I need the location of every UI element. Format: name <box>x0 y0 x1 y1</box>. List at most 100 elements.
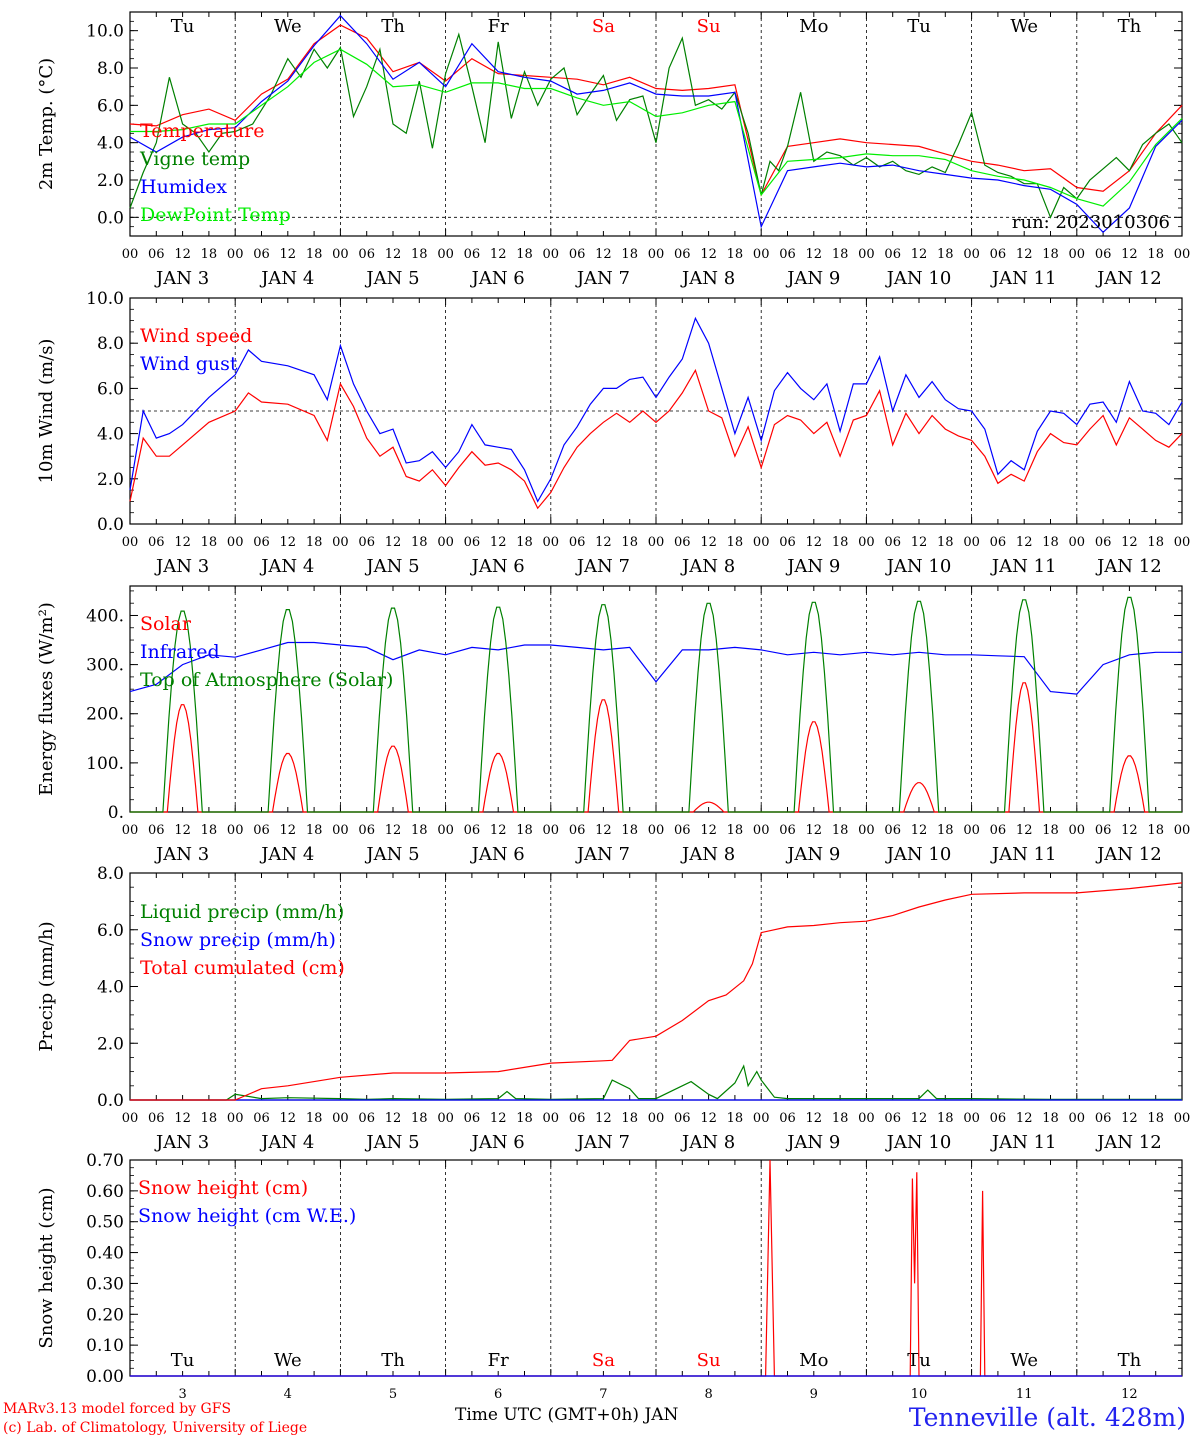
hour-tick-label: 06 <box>674 247 691 262</box>
y-tick-label: 0.0 <box>97 1091 124 1111</box>
hour-tick-label: 00 <box>858 535 875 550</box>
hour-tick-label: 06 <box>148 823 165 838</box>
hour-tick-label: 12 <box>1016 823 1033 838</box>
date-label: JAN 5 <box>364 844 419 865</box>
hour-tick-label: 06 <box>148 1111 165 1126</box>
date-label: JAN 3 <box>154 1132 209 1153</box>
hour-tick-label: 06 <box>253 1111 270 1126</box>
series-line-2 <box>129 316 1183 503</box>
hour-tick-label: 18 <box>1147 247 1164 262</box>
hour-tick-label: 12 <box>806 247 823 262</box>
y-tick-label: 2.0 <box>97 470 124 490</box>
hour-tick-label: 00 <box>963 1111 980 1126</box>
date-label: JAN 6 <box>470 268 525 289</box>
hour-tick-label: 00 <box>437 535 454 550</box>
series-line-3 <box>130 882 1183 1101</box>
weekday-label: Tu <box>171 16 195 37</box>
hour-tick-label: 12 <box>1121 247 1138 262</box>
hour-tick-label: 18 <box>1042 823 1059 838</box>
date-label: JAN 12 <box>1095 844 1162 865</box>
hour-tick-label: 00 <box>332 535 349 550</box>
hour-tick-label: 06 <box>253 247 270 262</box>
hour-tick-label: 00 <box>753 535 770 550</box>
hour-tick-label: 00 <box>332 1111 349 1126</box>
date-label: JAN 4 <box>259 1132 314 1153</box>
day-number-label: 4 <box>284 1387 292 1402</box>
day-number-label: 11 <box>1016 1387 1033 1402</box>
hour-tick-label: 00 <box>543 535 560 550</box>
hour-tick-label: 00 <box>753 823 770 838</box>
hour-tick-label: 00 <box>437 247 454 262</box>
hour-tick-label: 12 <box>280 535 297 550</box>
y-tick-label: 0.50 <box>86 1213 124 1233</box>
hour-tick-label: 12 <box>174 247 191 262</box>
hour-tick-label: 18 <box>832 247 849 262</box>
hour-tick-label: 18 <box>1147 535 1164 550</box>
hour-tick-label: 18 <box>1042 247 1059 262</box>
day-number-label: 10 <box>911 1387 928 1402</box>
series-line-1 <box>129 368 1183 510</box>
hour-tick-label: 12 <box>911 247 928 262</box>
y-tick-label: 0.0 <box>97 208 124 228</box>
date-label: JAN 7 <box>575 268 630 289</box>
legend-entry: Wind speed <box>140 325 252 347</box>
hour-tick-label: 06 <box>464 247 481 262</box>
y-tick-label: 0.40 <box>86 1244 124 1264</box>
y-tick-label: 0.00 <box>86 1367 124 1387</box>
y-tick-label: 0.20 <box>86 1305 124 1325</box>
date-label: JAN 9 <box>785 268 840 289</box>
legend-entry: Wind gust <box>140 353 238 375</box>
hour-tick-label: 06 <box>148 535 165 550</box>
hour-tick-label: 18 <box>306 535 323 550</box>
date-label: JAN 9 <box>785 556 840 577</box>
weekday-label: Tu <box>171 1350 195 1371</box>
hour-tick-label: 06 <box>990 535 1007 550</box>
hour-tick-label: 12 <box>700 247 717 262</box>
hour-tick-label: 18 <box>306 1111 323 1126</box>
hour-tick-label: 00 <box>1174 823 1191 838</box>
hour-tick-label: 00 <box>122 1111 139 1126</box>
legend-entry: Vigne temp <box>139 148 250 170</box>
date-label: JAN 5 <box>364 1132 419 1153</box>
hour-tick-label: 00 <box>1069 1111 1086 1126</box>
date-label: JAN 10 <box>885 1132 952 1153</box>
date-label: JAN 4 <box>259 556 314 577</box>
hour-tick-label: 00 <box>648 535 665 550</box>
hour-tick-label: 00 <box>648 1111 665 1126</box>
panel-5: 0.00 0.10 0.20 0.30 0.40 0.50 0.60 0.70 Snow hei… <box>36 1151 1183 1402</box>
hour-tick-label: 18 <box>832 823 849 838</box>
legend-entry: Snow height (cm) <box>138 1177 308 1199</box>
date-label: JAN 6 <box>470 844 525 865</box>
date-label: JAN 8 <box>680 556 735 577</box>
date-label: JAN 11 <box>990 844 1057 865</box>
weekday-label: We <box>274 1350 302 1371</box>
hour-tick-label: 06 <box>464 535 481 550</box>
date-label: JAN 7 <box>575 556 630 577</box>
y-tick-label: 10.0 <box>86 289 124 309</box>
hour-tick-label: 12 <box>1121 823 1138 838</box>
y-tick-label: 0.30 <box>86 1274 124 1294</box>
series-line-1 <box>129 24 1183 197</box>
hour-tick-label: 12 <box>385 1111 402 1126</box>
hour-tick-label: 06 <box>1095 823 1112 838</box>
hour-tick-label: 00 <box>963 247 980 262</box>
series-line-4 <box>130 48 1183 207</box>
date-label: JAN 10 <box>885 556 952 577</box>
y-tick-label: 6.0 <box>97 96 124 116</box>
hour-tick-label: 00 <box>1174 1111 1191 1126</box>
hour-tick-label: 18 <box>306 823 323 838</box>
hour-tick-label: 00 <box>437 1111 454 1126</box>
weekday-label: Mo <box>799 16 828 37</box>
hour-tick-label: 18 <box>306 247 323 262</box>
series-line-2 <box>129 641 1182 695</box>
hour-tick-label: 12 <box>280 1111 297 1126</box>
hour-tick-label: 18 <box>201 1111 218 1126</box>
panel-2: 0.0 2.0 4.0 6.0 8.0 10.0 10m Wind (m/s) 00 06 12 1… <box>36 289 1190 577</box>
hour-tick-label: 18 <box>727 1111 744 1126</box>
hour-tick-label: 06 <box>358 247 375 262</box>
weekday-label: Su <box>697 1350 721 1371</box>
hour-tick-label: 00 <box>963 823 980 838</box>
y-tick-label: 2.0 <box>97 1034 124 1054</box>
hour-tick-label: 06 <box>779 823 796 838</box>
